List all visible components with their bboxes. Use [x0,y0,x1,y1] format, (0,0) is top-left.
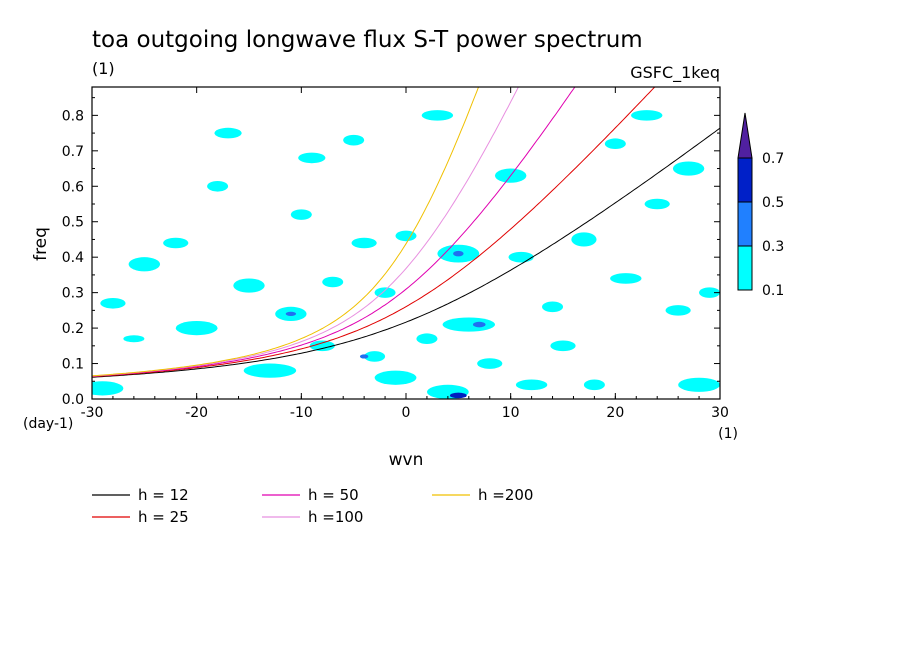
x-tick-label: -20 [185,405,208,421]
legend: h = 12 h = 25 h = 50 h =100 h =200 [92,486,533,526]
x-tick-label: -30 [81,405,104,421]
contour-patch [233,278,265,293]
y-tick-label: 0.2 [62,321,84,337]
contour-patch [243,363,297,378]
x-tick-label: 30 [711,405,729,421]
contour-patch [542,301,564,313]
contour-patch-strong [285,311,297,317]
contour-patch [631,110,663,121]
contour-patch [477,358,503,369]
legend-label: h = 50 [308,486,359,504]
contour-patch [678,377,720,392]
colorbar-segment [737,157,753,203]
contour-patch [550,340,576,352]
legend-label: h =200 [478,486,533,504]
contour-patch [163,237,189,249]
contour-patch [515,379,548,391]
contour-patch [298,152,326,164]
y-tick-label: 0.6 [62,179,84,195]
x-axis-label: wvn [389,450,424,470]
contour-patch [604,138,626,150]
y-unit-label: (day-1) [23,416,73,432]
contour-patch [214,127,242,139]
contour-patch-strong [472,321,486,328]
contour-patch [92,381,124,396]
series-line [92,87,576,377]
y-tick-label: 0.0 [62,392,84,408]
contour-patch [421,110,454,121]
axes: -30 -20 -10 0 10 20 30 0.0 0.1 0.2 0.3 0.4 0.5 0.6 0.7… [62,87,729,421]
contour-patch [322,276,344,288]
x-tick-label: -10 [290,405,313,421]
contour-patch [374,370,417,385]
colorbar-label: 0.3 [762,239,784,255]
contour-patch [343,134,365,146]
legend-label: h =100 [308,508,363,526]
contour-patch [583,379,605,391]
contour-patch [699,287,720,298]
contour-patch [207,180,229,192]
colorbar-label: 0.5 [762,195,784,211]
y-axis-label: freq [31,227,51,261]
y-tick-label: 0.1 [62,357,84,373]
contour-patch [672,161,705,176]
y-tick-label: 0.4 [62,250,84,266]
contour-patch [610,273,642,284]
legend-label: h = 12 [138,486,189,504]
colorbar-segment [737,245,753,291]
contour-patch-strong [449,392,467,399]
x-tick-label: 10 [502,405,520,421]
contour-patch [571,232,597,247]
contour-patch [644,198,670,210]
contour-fills [92,110,720,399]
contour-patch [416,333,438,345]
colorbar-label: 0.7 [762,151,784,167]
y-tick-label: 0.5 [62,215,84,231]
contour-patch [442,317,495,332]
contour-patch-strong [359,354,369,359]
x-unit-label: (1) [718,426,738,442]
contour-patch-strong [453,250,464,257]
legend-label: h = 25 [138,508,189,526]
contour-patch [175,320,218,336]
chart-subtitle-left: (1) [92,59,115,78]
contour-patch [665,305,691,316]
contour-patch [364,351,386,362]
dispersion-curves [92,87,720,378]
contour-patch [395,230,417,242]
y-tick-label: 0.7 [62,144,84,160]
y-tick-label: 0.8 [62,108,84,124]
series-line [92,127,720,378]
contour-patch [128,257,161,272]
y-tick-label: 0.3 [62,286,84,302]
x-tick-label: 20 [606,405,624,421]
contour-patch [309,340,335,352]
colorbar-arrow [737,112,753,159]
contour-patch [508,251,534,263]
series-line [92,87,480,377]
x-tick-label: 0 [402,405,411,421]
series-line [92,87,519,377]
series-line [92,87,656,378]
colorbar: 0.1 0.3 0.5 0.7 [737,112,784,299]
colorbar-segment [737,201,753,247]
contour-patch [100,297,126,309]
chart-subtitle-right: GSFC_1keq [630,63,720,83]
colorbar-label: 0.1 [762,283,784,299]
contour-patch [351,237,377,249]
contour-patch [290,209,312,220]
contour-patch [123,335,145,343]
chart-title: toa outgoing longwave flux S-T power spe… [92,27,643,53]
